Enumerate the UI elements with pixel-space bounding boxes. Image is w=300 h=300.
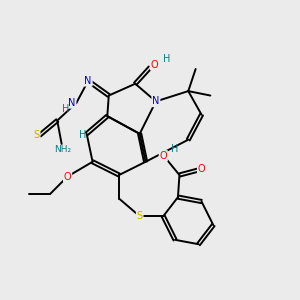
Text: S: S xyxy=(136,211,143,221)
Text: S: S xyxy=(34,130,40,140)
Text: H: H xyxy=(171,143,179,154)
Text: H: H xyxy=(163,54,170,64)
Text: H: H xyxy=(79,130,86,140)
Text: O: O xyxy=(198,164,205,174)
Text: N: N xyxy=(68,98,76,108)
Text: N: N xyxy=(85,76,92,86)
Text: O: O xyxy=(159,151,167,161)
Text: NH₂: NH₂ xyxy=(55,146,72,154)
Text: O: O xyxy=(64,172,71,182)
Text: O: O xyxy=(151,60,158,70)
Text: N: N xyxy=(152,96,160,106)
Text: H: H xyxy=(62,104,70,114)
